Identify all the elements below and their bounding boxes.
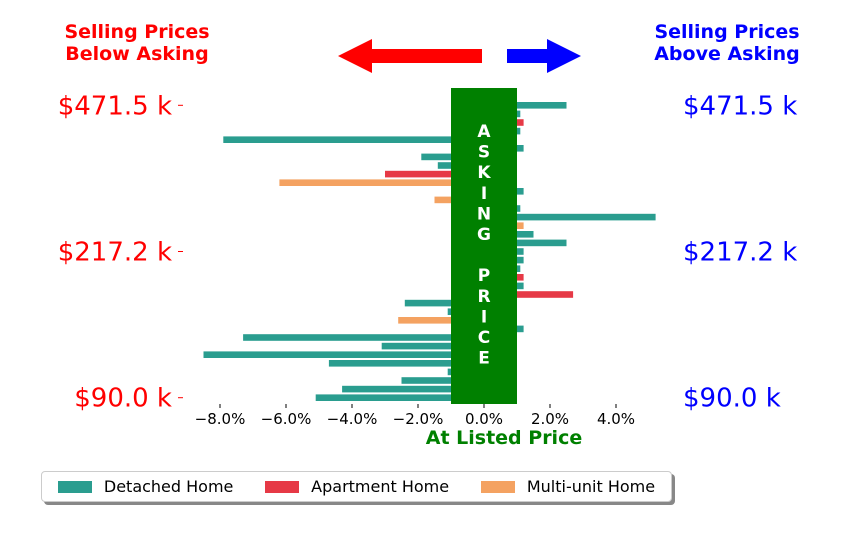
legend: Detached Home Apartment Home Multi-unit … bbox=[41, 471, 672, 502]
bar-25 bbox=[398, 317, 484, 324]
bar-34 bbox=[315, 394, 484, 401]
x-tick-label: 2.0% bbox=[531, 410, 569, 428]
right-header: Selling Prices Above Asking bbox=[654, 21, 800, 65]
x-tick-label: −8.0% bbox=[195, 410, 246, 428]
asking-price-letter: C bbox=[478, 328, 490, 348]
asking-price-letter: K bbox=[477, 163, 491, 183]
asking-price-letter: R bbox=[477, 287, 490, 307]
left-header: Selling Prices Below Asking bbox=[64, 21, 209, 65]
bar-22 bbox=[484, 291, 574, 298]
legend-label-multiunit: Multi-unit Home bbox=[526, 477, 656, 496]
bar-9 bbox=[279, 179, 484, 186]
right-arrow-icon bbox=[507, 39, 581, 73]
y-tick-label-right: $217.2 k bbox=[683, 238, 797, 268]
asking-price-letter: A bbox=[477, 122, 491, 142]
y-tick-label-right: $471.5 k bbox=[683, 91, 797, 121]
legend-label-apartment: Apartment Home bbox=[311, 477, 450, 496]
legend-swatch-apartment bbox=[265, 480, 300, 493]
x-tick-label: −6.0% bbox=[261, 410, 312, 428]
legend-label-detached: Detached Home bbox=[103, 477, 234, 496]
asking-price-letter: E bbox=[478, 349, 490, 369]
y-tick-label-left: $217.2 k bbox=[58, 238, 172, 268]
bar-27 bbox=[243, 334, 484, 341]
bar-23 bbox=[404, 299, 484, 307]
legend-swatch-multiunit bbox=[480, 480, 515, 493]
bar-28 bbox=[381, 342, 484, 350]
legend-item-multiunit: Multi-unit Home bbox=[480, 477, 656, 496]
bar-13 bbox=[484, 213, 656, 221]
bar-33 bbox=[342, 385, 484, 393]
asking-price-letter: I bbox=[481, 307, 487, 327]
asking-price-letter: S bbox=[478, 143, 490, 163]
bar-30 bbox=[328, 360, 484, 367]
bar-8 bbox=[385, 170, 484, 178]
bar-16 bbox=[484, 239, 567, 247]
x-axis-label: At Listed Price bbox=[426, 427, 582, 449]
asking-price-letter: G bbox=[477, 225, 491, 245]
bar-29 bbox=[203, 351, 484, 358]
asking-price-letter: P bbox=[478, 266, 490, 286]
bar-0 bbox=[484, 102, 567, 109]
x-tick-label: −4.0% bbox=[327, 410, 378, 428]
left-arrow-icon bbox=[338, 39, 482, 73]
x-tick-label: −2.0% bbox=[393, 410, 444, 428]
x-tick-label: 4.0% bbox=[597, 410, 635, 428]
asking-price-letter: N bbox=[477, 204, 491, 224]
bar-32 bbox=[401, 377, 484, 384]
x-tick-label: 0.0% bbox=[465, 410, 503, 428]
y-tick-label-right: $90.0 k bbox=[683, 384, 781, 414]
legend-item-apartment: Apartment Home bbox=[265, 477, 449, 496]
asking-price-band bbox=[451, 88, 517, 404]
legend-swatch-detached bbox=[57, 480, 92, 493]
y-tick-label-left: $471.5 k bbox=[58, 91, 172, 121]
y-tick-label-left: $90.0 k bbox=[74, 384, 172, 414]
bar-4 bbox=[223, 136, 485, 143]
legend-item-detached: Detached Home bbox=[57, 477, 234, 496]
asking-price-letter: I bbox=[481, 184, 487, 204]
